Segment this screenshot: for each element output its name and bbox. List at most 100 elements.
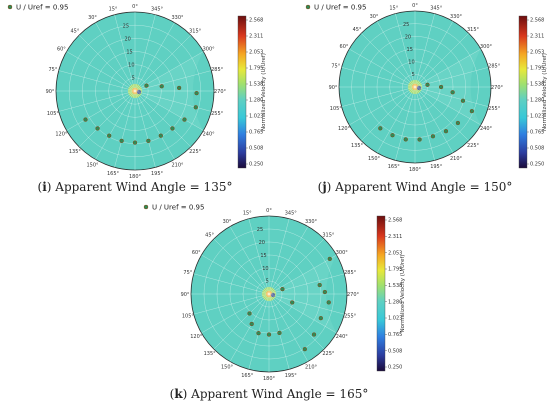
r-gridline <box>376 48 454 126</box>
data-point <box>450 90 455 95</box>
colorbar: 2.568 2.311 2.053 1.795 1.538 1.280 1.023 0.765… <box>518 15 548 169</box>
r-gridline <box>121 77 149 105</box>
theta-tick-label: 255° <box>344 314 357 320</box>
colorbar-tick-label: 1.280 <box>249 98 263 104</box>
data-point <box>247 311 252 316</box>
legend-marker <box>7 4 13 10</box>
theta-tick-label: 180° <box>129 174 142 180</box>
theta-tick-label: 300° <box>336 250 349 256</box>
theta-tick-label: 195° <box>151 171 164 177</box>
caption-paren-close: ) <box>183 387 192 401</box>
colorbar-tick-label: 2.053 <box>530 50 544 56</box>
r-gridline <box>68 24 202 158</box>
r-tick-label: 5 <box>412 72 415 78</box>
r-gridline <box>255 280 283 308</box>
theta-tick-label: 210° <box>305 365 318 371</box>
r-tick-label: 25 <box>403 22 409 28</box>
theta-tick-label: 225° <box>467 143 480 149</box>
legend-marker <box>143 204 149 210</box>
colorbar-tick-label: 0.250 <box>249 162 263 168</box>
theta-tick-label: 240° <box>480 126 493 132</box>
theta-tick-label: 45° <box>353 27 362 33</box>
caption-letter: k <box>174 387 183 401</box>
theta-tick-label: 195° <box>285 373 298 379</box>
colorbar-tick-label: 1.023 <box>249 114 263 120</box>
data-point <box>158 133 163 138</box>
theta-tick-label: 315° <box>467 27 480 33</box>
panel-j: 5 10 15 20 25 0° 15° 30° 45° 60° 75° 90° 105° 120° 135… <box>305 3 548 194</box>
theta-tick-label: 225° <box>322 351 335 357</box>
theta-tick-label: 240° <box>336 334 349 340</box>
theta-tick-label: 0° <box>266 208 272 214</box>
r-gridline <box>216 241 322 347</box>
colorbar-tick-label: 1.280 <box>388 299 402 305</box>
colorbar-tick-label: 0.250 <box>388 365 402 371</box>
colorbar-label: Normalized Velocity (U/Uref) <box>400 255 406 333</box>
data-point <box>460 98 466 103</box>
caption-letter: i <box>42 180 47 194</box>
legend-label: U / Uref = 0.95 <box>314 4 366 12</box>
theta-tick-label: 45° <box>70 29 79 35</box>
colorbar-tick-label: 2.568 <box>388 218 402 224</box>
colorbar-gradient <box>237 15 247 169</box>
theta-tick-label: 30° <box>370 14 379 20</box>
r-tick-label: 25 <box>123 23 129 29</box>
colorbar-tick-label: 0.508 <box>249 146 263 152</box>
colorbar-tick-label: 0.508 <box>388 348 402 354</box>
theta-tick-label: 0° <box>132 4 138 10</box>
colorbar-tick-label: 2.311 <box>388 234 402 240</box>
theta-tick-label: 90° <box>329 85 338 91</box>
caption-paren-close: ) <box>47 180 56 194</box>
data-point <box>311 332 317 337</box>
colorbar-tick-label: 0.765 <box>249 130 263 136</box>
theta-tick-label: 255° <box>211 111 224 117</box>
r-tick-label: 15 <box>407 47 413 53</box>
colorbar-tick-label: 0.765 <box>530 130 544 136</box>
theta-tick-label: 75° <box>48 67 57 73</box>
theta-tick-label: 225° <box>189 149 202 155</box>
data-point <box>327 256 332 262</box>
r-gridline <box>402 74 428 100</box>
theta-tick-label: 285° <box>344 270 357 276</box>
data-point <box>119 138 124 144</box>
r-tick-label: 5 <box>132 75 135 81</box>
panel-i: 5 10 15 20 25 0° 15° 30° 45° 60° 75° 90° 105° 120° 135… <box>7 4 267 194</box>
theta-tick-label: 240° <box>203 131 216 137</box>
theta-tick-label: 330° <box>305 219 318 225</box>
caption-paren-open: ( <box>170 387 175 401</box>
theta-tick-label: 315° <box>322 232 335 238</box>
colorbar-tick-label: 0.765 <box>388 332 402 338</box>
colorbar-label: Normalized Velocity (U/Uref) <box>542 53 548 131</box>
colorbar-tick-label: 2.311 <box>249 34 263 40</box>
theta-tick-label: 210° <box>450 156 463 162</box>
theta-tick-label: 315° <box>189 29 202 35</box>
theta-tick-label: 30° <box>88 15 97 21</box>
theta-tick-label: 195° <box>430 164 443 170</box>
legend-label: U / Uref = 0.95 <box>152 204 204 212</box>
data-point <box>438 84 444 90</box>
legend: U / Uref = 0.95 <box>305 4 366 12</box>
data-point <box>317 282 322 288</box>
theta-tick-label: 165° <box>241 373 254 379</box>
colorbar-gradient <box>518 15 528 169</box>
data-point <box>194 91 199 96</box>
theta-tick-label: 120° <box>190 334 203 340</box>
theta-tick-label: 135° <box>69 149 82 155</box>
data-point <box>290 300 295 305</box>
colorbar-tick-label: 2.568 <box>249 18 263 24</box>
data-point <box>266 332 272 337</box>
theta-tick-label: 90° <box>181 292 190 298</box>
colorbar-tick-label: 0.250 <box>530 162 544 168</box>
theta-tick-label: 165° <box>107 171 120 177</box>
data-point <box>193 105 198 110</box>
data-point <box>256 331 261 336</box>
colorbar-tick-label: 1.538 <box>530 82 544 88</box>
legend-label: U / Uref = 0.95 <box>16 4 68 12</box>
colorbar-tick-label: 1.538 <box>388 283 402 289</box>
panel-caption: (k) Apparent Wind Angle = 165° <box>170 387 369 401</box>
theta-tick-label: 0° <box>412 3 418 9</box>
theta-tick-label: 165° <box>388 164 401 170</box>
r-gridline <box>108 64 162 118</box>
data-point <box>107 133 112 138</box>
